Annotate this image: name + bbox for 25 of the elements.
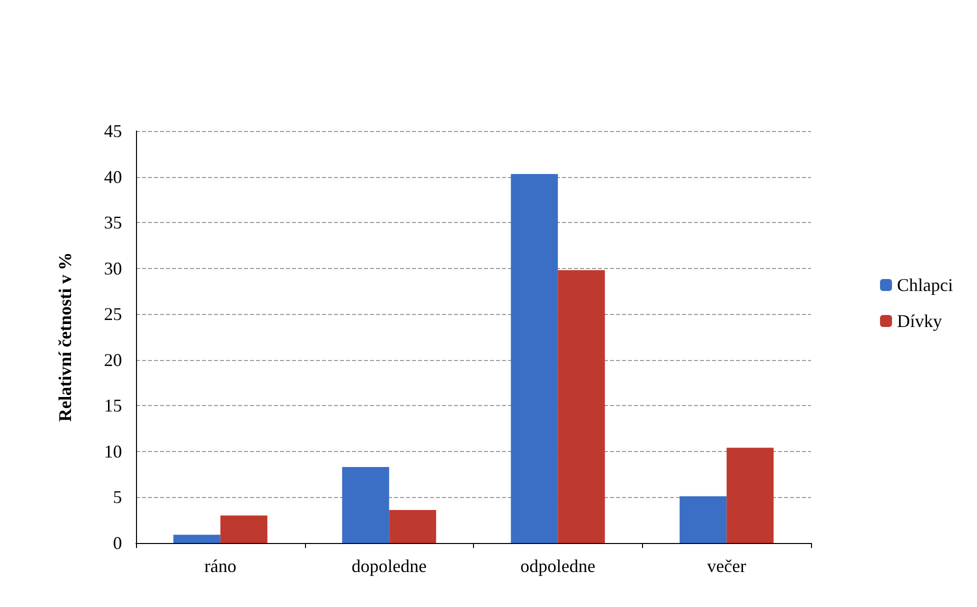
bar [342,467,390,543]
y-tick-label: 0 [113,533,122,553]
y-tick-label: 35 [104,212,122,233]
y-tick-label: 10 [104,441,122,462]
bar [558,270,605,543]
legend-label: Chlapci [897,275,954,295]
y-tick-label: 20 [104,350,122,370]
y-tick-label: 5 [113,487,122,508]
y-tick-label: 40 [104,166,122,187]
y-tick-label: 25 [104,304,122,324]
y-tick-label: 45 [104,121,122,141]
bar [680,496,727,543]
y-axis-title: Relativní četnosti v % [55,252,75,422]
bar [220,516,268,543]
y-tick-label: 15 [104,396,122,416]
bar [510,174,558,543]
legend-label: Dívky [897,311,942,331]
y-tick-label: 30 [104,258,122,278]
x-tick-label: dopoledne [352,556,427,576]
x-tick-label: ráno [204,556,236,576]
bar [173,534,220,543]
x-tick-label: odpoledne [520,556,596,576]
bar [389,510,436,543]
x-tick-label: večer [707,556,746,576]
bar [726,448,774,543]
